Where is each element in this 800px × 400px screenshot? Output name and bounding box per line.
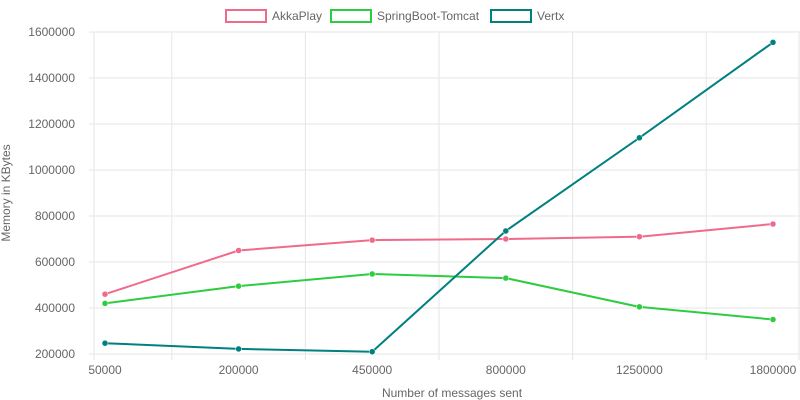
x-tick-label: 450000 [352,363,392,377]
data-point[interactable] [636,303,643,311]
x-tick-label: 50000 [88,363,122,377]
legend-swatch [225,9,267,23]
data-point[interactable] [502,227,510,235]
series-line [104,41,774,353]
data-point[interactable] [235,282,242,290]
data-point[interactable] [769,316,777,323]
data-point[interactable] [769,39,777,46]
data-point[interactable] [101,339,109,347]
data-point[interactable] [502,235,510,243]
series-vertx [101,39,777,355]
legend[interactable]: AkkaPlay SpringBoot-Tomcat Vertx [225,9,564,23]
data-point[interactable] [101,300,109,307]
series-group [101,39,777,355]
data-point[interactable] [502,274,510,282]
legend-item[interactable]: SpringBoot-Tomcat [330,9,480,23]
y-tick-label: 1200000 [28,117,75,131]
data-point[interactable] [636,233,643,240]
data-point[interactable] [235,247,242,254]
x-tick-label: 200000 [219,363,259,377]
legend-item[interactable]: Vertx [490,9,564,23]
data-point[interactable] [368,348,376,355]
y-tick-label: 1600000 [28,25,75,39]
data-point[interactable] [235,345,242,353]
data-point[interactable] [101,290,109,298]
legend-label: AkkaPlay [272,9,322,23]
y-axis-ticks: 200000 400000 600000 800000 1000000 1200000 14… [28,25,75,361]
gridlines [89,31,800,360]
y-tick-label: 200000 [35,347,75,361]
x-tick-label: 800000 [486,363,526,377]
x-axis-title: Number of messages sent [382,386,523,400]
legend-label: Vertx [537,9,564,23]
y-tick-label: 800000 [35,209,75,223]
series-line [104,273,774,321]
y-axis-title: Memory in KBytes [0,144,13,241]
legend-label: SpringBoot-Tomcat [377,9,480,23]
data-point[interactable] [636,134,643,142]
y-tick-label: 1000000 [28,163,75,177]
data-point[interactable] [769,220,777,228]
data-point[interactable] [368,270,376,278]
legend-swatch [490,9,532,23]
legend-swatch [330,9,372,23]
x-tick-label: 1250000 [616,363,663,377]
y-tick-label: 600000 [35,255,75,269]
data-point[interactable] [368,236,376,244]
x-axis-ticks: 50000 200000 450000 800000 1250000 1800000 [88,363,796,377]
series-springboot-tomcat [101,270,777,323]
series-line [104,223,774,296]
x-tick-label: 1800000 [750,363,797,377]
legend-item[interactable]: AkkaPlay [225,9,322,23]
series-akkaplay [101,220,777,298]
y-tick-label: 400000 [35,301,75,315]
y-tick-label: 1400000 [28,71,75,85]
